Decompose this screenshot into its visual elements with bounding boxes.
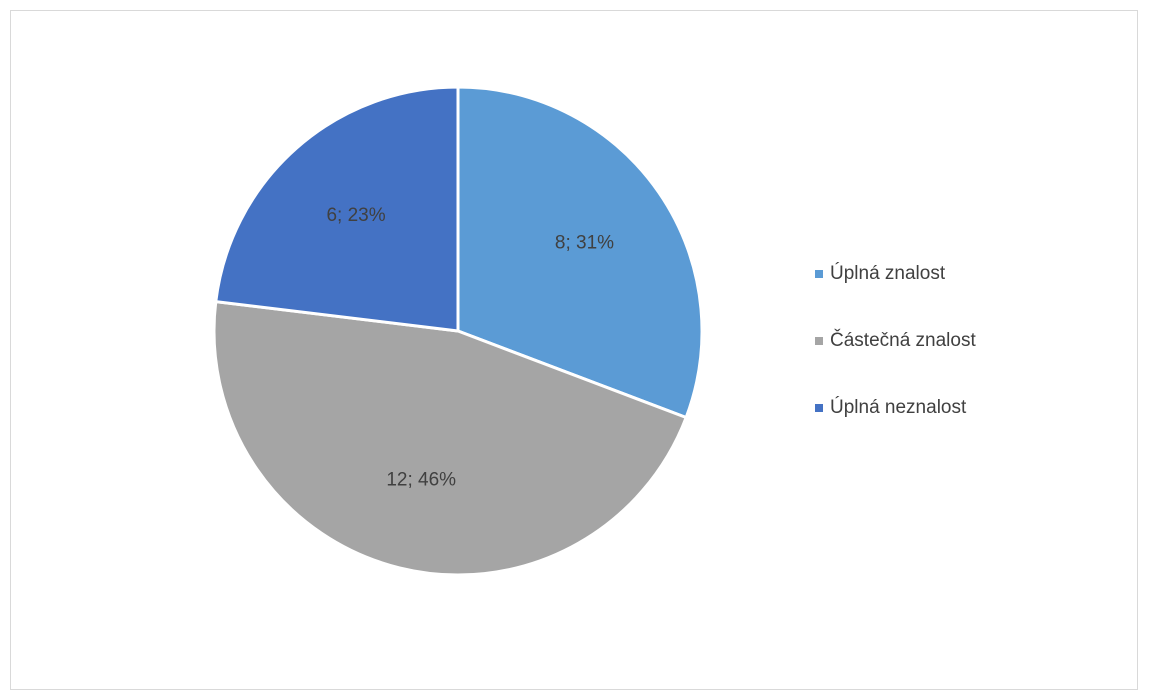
legend-item-castecna-znalost[interactable]: Částečná znalost xyxy=(815,329,976,353)
legend-item-uplna-neznalost[interactable]: Úplná neznalost xyxy=(815,396,976,420)
pie-slice-uplna-neznalost[interactable] xyxy=(214,85,460,333)
data-label-castecna-znalost: 12; 46% xyxy=(386,469,456,490)
legend: Úplná znalost Částečná znalost Úplná nez… xyxy=(815,262,976,463)
legend-label: Částečná znalost xyxy=(830,330,976,351)
pie-data-labels: 8; 31% 12; 46% 6; 23% xyxy=(326,205,614,490)
legend-label: Úplná znalost xyxy=(830,263,946,284)
legend-label: Úplná neznalost xyxy=(830,397,967,418)
legend-item-uplna-znalost[interactable]: Úplná znalost xyxy=(815,262,976,286)
legend-swatch xyxy=(815,404,823,412)
data-label-uplna-znalost: 8; 31% xyxy=(555,233,614,254)
pie-chart: 8; 31% 12; 46% 6; 23% xyxy=(212,85,704,577)
pie-slice-castecna-znalost[interactable] xyxy=(212,300,688,577)
legend-swatch xyxy=(815,337,823,345)
legend-swatch xyxy=(815,270,823,278)
data-label-uplna-neznalost: 6; 23% xyxy=(326,205,385,226)
pie-slices xyxy=(212,85,704,577)
pie-slice-uplna-znalost[interactable] xyxy=(456,85,704,420)
